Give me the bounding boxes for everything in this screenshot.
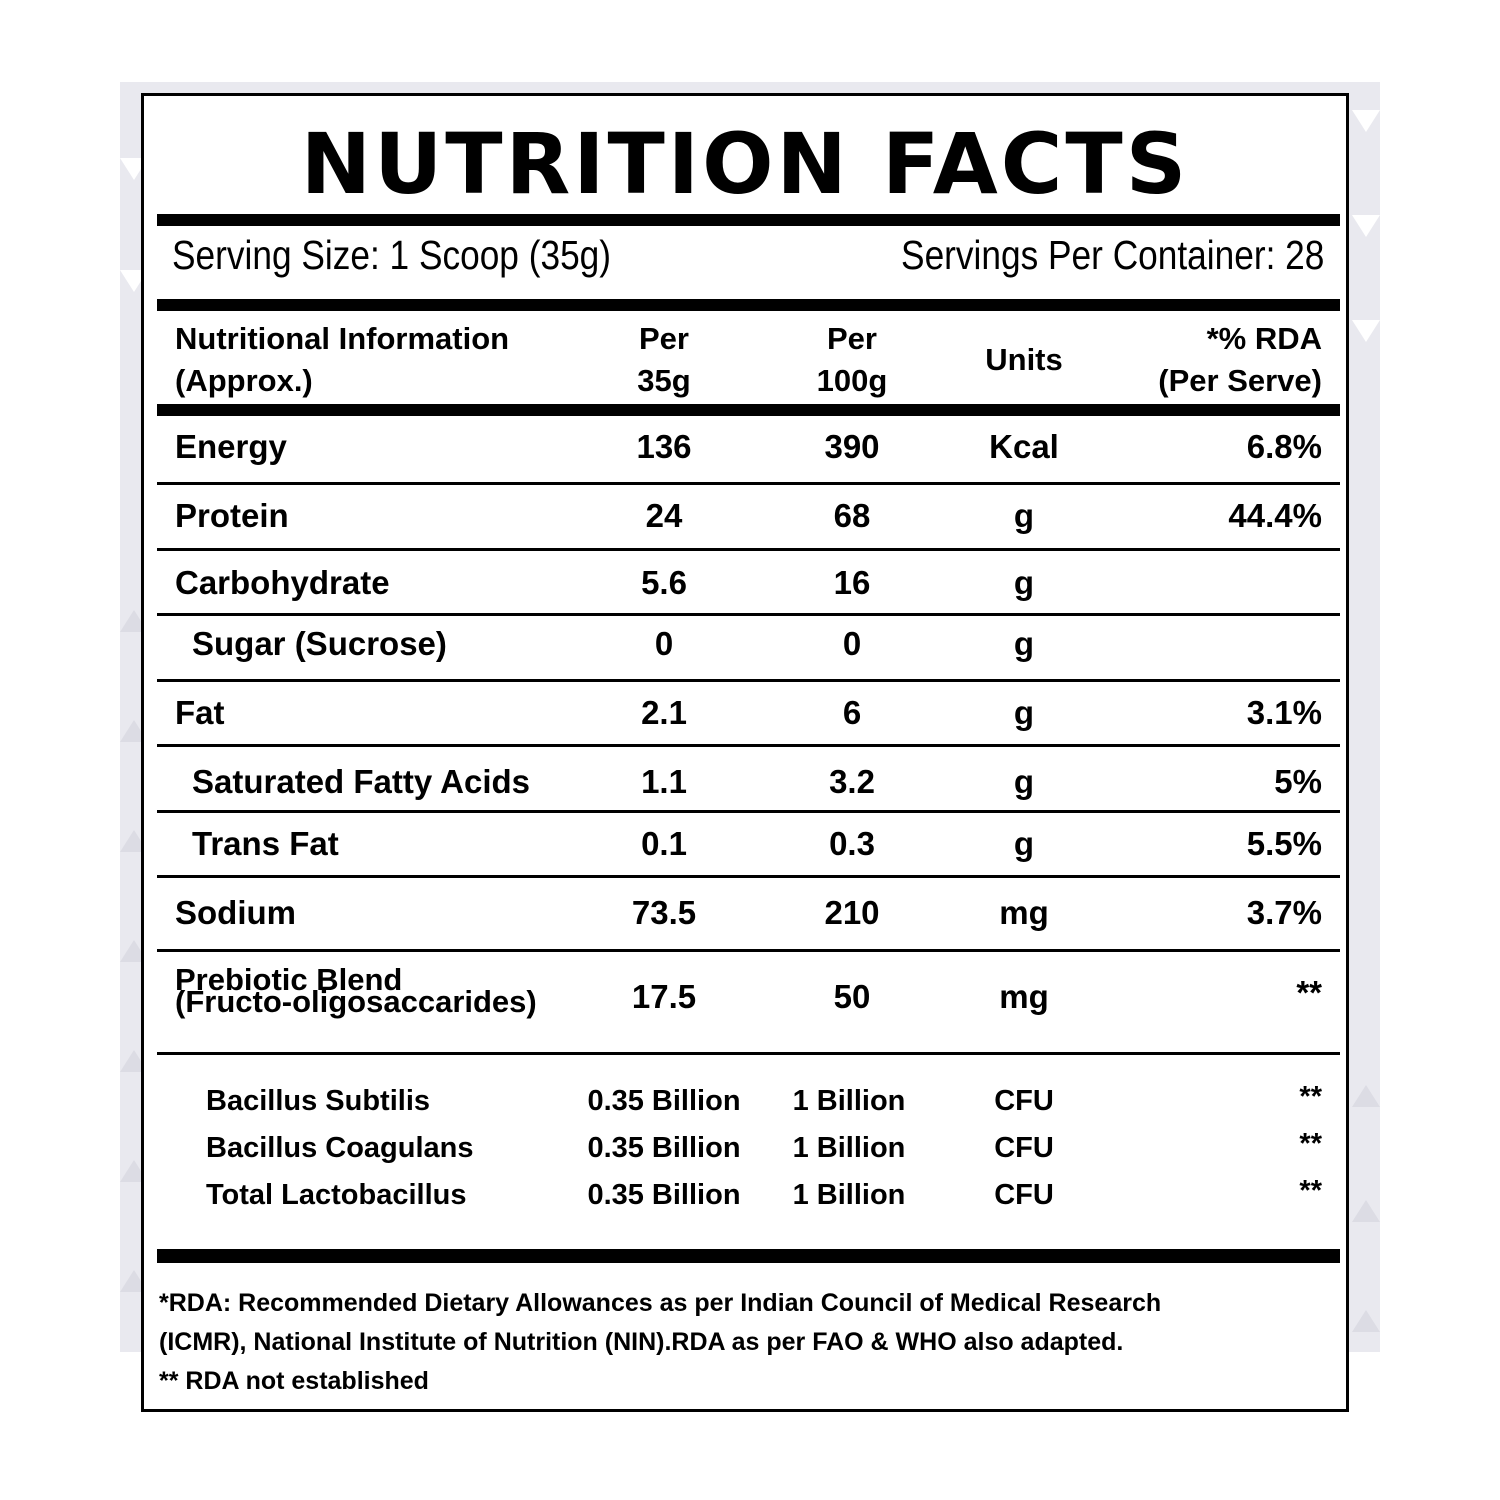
header-per-35g: Per 35g — [637, 321, 691, 398]
nutrient-row-energy: Energy 136 390 Kcal 6.8% — [175, 428, 1322, 465]
decorative-triangle-icon — [1352, 1310, 1380, 1332]
thick-divider — [157, 299, 1340, 311]
label-title: NUTRITION FACTS — [300, 115, 1190, 213]
footnote-rda-not-established: ** RDA not established — [159, 1367, 429, 1395]
header-units: Units — [985, 342, 1063, 377]
prebiotic-name: Prebiotic Blend (Fructo-oligosaccarides) — [175, 962, 537, 1019]
row-divider — [157, 949, 1340, 952]
probiotic-row-total-lactobacillus: Total Lactobacillus 0.35 Billion 1 Billi… — [206, 1175, 1322, 1211]
footnote-rda-definition: *RDA: Recommended Dietary Allowances as … — [159, 1289, 1162, 1317]
row-divider — [157, 548, 1340, 551]
row-divider — [157, 482, 1340, 485]
nutrient-row-trans-fat: Trans Fat 0.1 0.3 g 5.5% — [192, 825, 1322, 862]
decorative-triangle-icon — [1352, 215, 1380, 237]
probiotic-row-bacillus-subtilis: Bacillus Subtilis 0.35 Billion 1 Billion… — [206, 1081, 1322, 1117]
row-divider — [157, 744, 1340, 747]
header-nutritional-information: Nutritional Information (Approx.) — [175, 321, 510, 398]
decorative-triangle-icon — [1352, 320, 1380, 342]
thick-divider — [157, 1249, 1340, 1263]
serving-size: Serving Size: 1 Scoop (35g) — [172, 232, 612, 278]
nutrient-row-sugar: Sugar (Sucrose) 0 0 g — [192, 625, 1035, 662]
servings-per-container: Servings Per Container: 28 — [901, 232, 1325, 278]
decorative-triangle-icon — [1352, 1085, 1380, 1107]
row-divider — [157, 613, 1340, 616]
row-divider — [157, 875, 1340, 878]
thick-divider — [157, 404, 1340, 416]
header-per-100g: Per 100g — [816, 321, 888, 398]
thick-divider — [157, 214, 1340, 226]
probiotic-row-bacillus-coagulans: Bacillus Coagulans 0.35 Billion 1 Billio… — [206, 1128, 1322, 1164]
nutrient-row-carbohydrate: Carbohydrate 5.6 16 g — [175, 564, 1035, 601]
serving-info: Serving Size: 1 Scoop (35g) Servings Per… — [172, 232, 1324, 292]
header-rda: *% RDA (Per Serve) — [1158, 321, 1322, 398]
nutrient-row-protein: Protein 24 68 g 44.4% — [175, 497, 1322, 534]
decorative-triangle-icon — [1352, 1200, 1380, 1222]
nutrient-row-sodium: Sodium 73.5 210 mg 3.7% — [175, 894, 1322, 931]
footnotes: *RDA: Recommended Dietary Allowances as … — [159, 1284, 1161, 1401]
row-divider — [157, 1052, 1340, 1055]
nutrient-row-prebiotic-blend: Prebiotic Blend (Fructo-oligosaccarides)… — [175, 962, 1322, 1019]
row-divider — [157, 679, 1340, 682]
row-divider — [157, 810, 1340, 813]
nutrition-label: NUTRITION FACTS Serving Size: 1 Scoop (3… — [141, 93, 1349, 1412]
decorative-triangle-icon — [1352, 110, 1380, 132]
nutrient-row-saturated-fatty-acids: Saturated Fatty Acids 1.1 3.2 g 5% — [192, 763, 1322, 800]
footnote-rda-source: (ICMR), National Institute of Nutrition … — [159, 1328, 1124, 1356]
nutrient-row-fat: Fat 2.1 6 g 3.1% — [175, 694, 1322, 731]
